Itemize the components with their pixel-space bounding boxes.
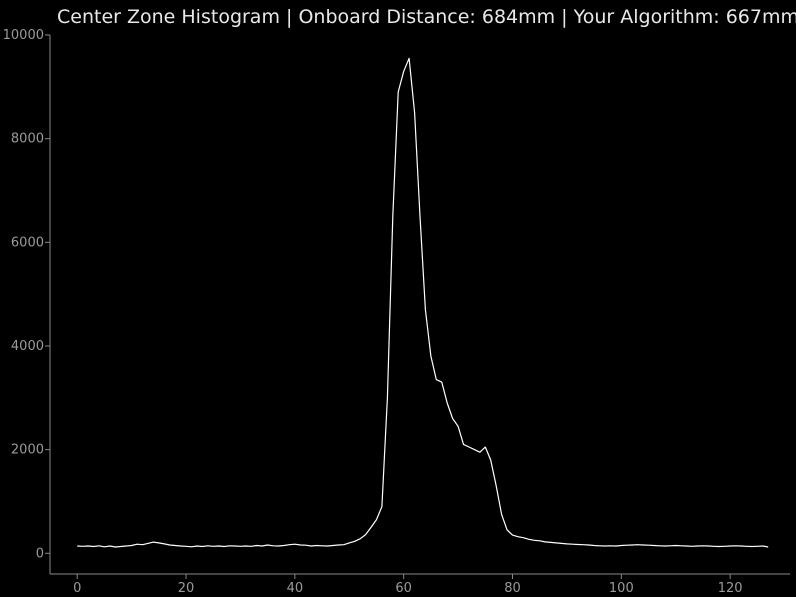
- series-group: [77, 57, 769, 548]
- y-tick-label: 8000: [11, 132, 44, 147]
- histogram-line: [77, 57, 769, 548]
- x-tick-label: 60: [395, 581, 412, 596]
- y-tick-label: 0: [36, 546, 44, 561]
- y-axis-ticks: 0 2000 4000 6000 8000 10000: [3, 28, 50, 561]
- x-tick-label: 20: [178, 581, 195, 596]
- chart-title: Center Zone Histogram | Onboard Distance…: [57, 6, 796, 28]
- x-tick-label: 80: [504, 581, 521, 596]
- y-tick-label: 6000: [11, 235, 44, 250]
- x-tick-label: 40: [287, 581, 304, 596]
- y-tick-label: 4000: [11, 339, 44, 354]
- y-tick-label: 2000: [11, 443, 44, 458]
- x-tick-label: 100: [609, 581, 634, 596]
- x-tick-label: 0: [73, 581, 81, 596]
- x-tick-label: 120: [718, 581, 743, 596]
- y-tick-label: 10000: [3, 28, 44, 43]
- x-axis-ticks: 0 20 40 60 80 100 120: [73, 574, 743, 596]
